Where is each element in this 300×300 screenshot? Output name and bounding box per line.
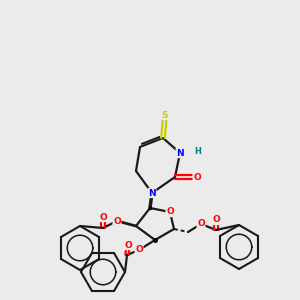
Text: N: N — [176, 148, 184, 158]
Text: O: O — [113, 217, 121, 226]
Text: O: O — [166, 208, 174, 217]
Text: O: O — [135, 245, 143, 254]
Text: O: O — [212, 215, 220, 224]
Text: O: O — [197, 220, 205, 229]
Text: O: O — [193, 172, 201, 182]
Text: H: H — [195, 148, 201, 157]
Text: S: S — [162, 110, 168, 119]
Text: O: O — [124, 241, 132, 250]
Text: O: O — [99, 212, 107, 221]
Text: N: N — [148, 188, 156, 197]
